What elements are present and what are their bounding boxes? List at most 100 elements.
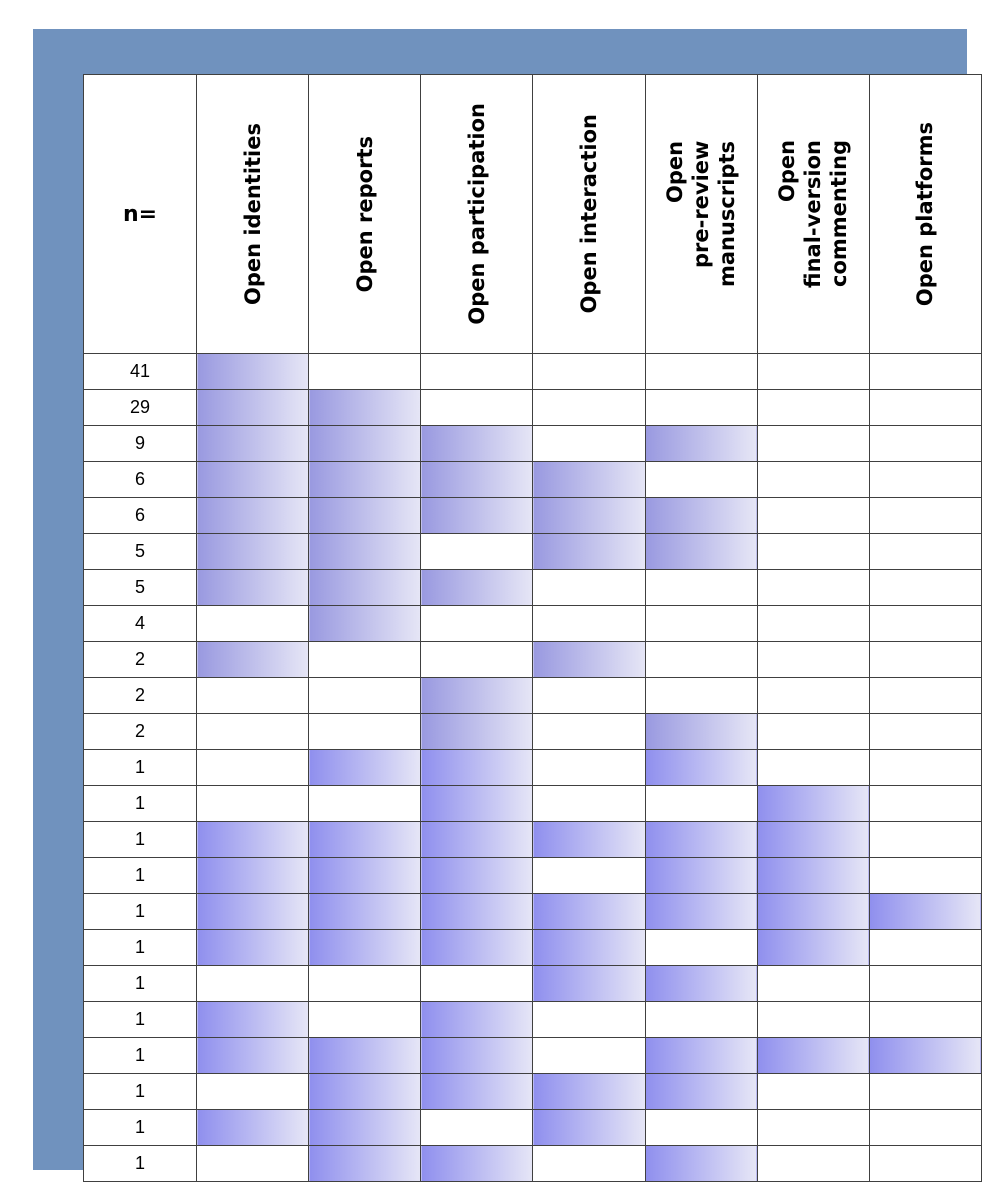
- column-header-open-interaction: Open interaction: [532, 74, 646, 354]
- trait-cell-open-final-version-commenting-absent: [756, 1145, 870, 1182]
- column-header-label: Open participation: [464, 103, 489, 325]
- trait-cell-open-pre-review-manuscripts-absent: [644, 929, 758, 966]
- trait-cell-open-interaction-absent: [532, 749, 646, 786]
- trait-cell-open-reports-absent: [308, 353, 422, 390]
- trait-cell-open-interaction-present: [532, 461, 646, 498]
- trait-cell-open-platforms-absent: [868, 713, 983, 750]
- trait-matrix-table: n= Open identities Open reports Open par…: [82, 74, 983, 1182]
- trait-cell-open-platforms-absent: [868, 749, 983, 786]
- trait-cell-open-platforms-present: [868, 1037, 983, 1074]
- n-count-cell: 1: [82, 1145, 198, 1182]
- trait-cell-open-platforms-absent: [868, 1001, 983, 1038]
- trait-cell-open-identities-present: [196, 641, 310, 678]
- trait-cell-open-interaction-present: [532, 1109, 646, 1146]
- column-header-label: Open interaction: [577, 114, 601, 314]
- n-count-cell: 1: [82, 929, 198, 966]
- trait-cell-open-final-version-commenting-absent: [756, 353, 870, 390]
- trait-cell-open-reports-present: [308, 497, 422, 534]
- trait-cell-open-identities-present: [196, 1109, 310, 1146]
- trait-cell-open-final-version-commenting-absent: [756, 569, 870, 606]
- trait-cell-open-pre-review-manuscripts-present: [644, 713, 758, 750]
- trait-cell-open-identities-absent: [196, 965, 310, 1002]
- trait-cell-open-pre-review-manuscripts-present: [644, 821, 758, 858]
- trait-cell-open-interaction-absent: [532, 605, 646, 642]
- trait-cell-open-identities-absent: [196, 1145, 310, 1182]
- trait-cell-open-interaction-present: [532, 965, 646, 1002]
- trait-cell-open-participation-absent: [420, 533, 534, 570]
- trait-cell-open-reports-present: [308, 569, 422, 606]
- trait-cell-open-pre-review-manuscripts-present: [644, 965, 758, 1002]
- n-count-cell: 6: [82, 497, 198, 534]
- trait-cell-open-participation-present: [420, 1145, 534, 1182]
- trait-cell-open-identities-present: [196, 1001, 310, 1038]
- table-row: 6: [82, 497, 983, 534]
- trait-cell-open-interaction-present: [532, 893, 646, 930]
- trait-cell-open-reports-absent: [308, 965, 422, 1002]
- trait-cell-open-platforms-absent: [868, 1145, 983, 1182]
- n-count-cell: 4: [82, 605, 198, 642]
- trait-cell-open-pre-review-manuscripts-present: [644, 749, 758, 786]
- trait-cell-open-participation-present: [420, 497, 534, 534]
- trait-cell-open-platforms-present: [868, 893, 983, 930]
- trait-cell-open-participation-present: [420, 857, 534, 894]
- trait-cell-open-identities-present: [196, 425, 310, 462]
- table-row: 1: [82, 1001, 983, 1038]
- trait-cell-open-reports-present: [308, 1037, 422, 1074]
- trait-cell-open-participation-present: [420, 1001, 534, 1038]
- trait-cell-open-interaction-absent: [532, 1145, 646, 1182]
- trait-cell-open-identities-present: [196, 569, 310, 606]
- column-header-label: Open final-version commenting: [775, 140, 852, 288]
- trait-cell-open-identities-present: [196, 893, 310, 930]
- trait-cell-open-interaction-absent: [532, 389, 646, 426]
- column-header-label: Open reports: [352, 135, 377, 293]
- trait-cell-open-identities-absent: [196, 749, 310, 786]
- trait-cell-open-identities-present: [196, 461, 310, 498]
- table-body: 41 29 9 6 6 5 5 4 2 2 2 1 1 1 1 1 1 1 1 1 1 1 1: [82, 353, 983, 1182]
- trait-cell-open-participation-present: [420, 461, 534, 498]
- trait-cell-open-platforms-absent: [868, 353, 983, 390]
- trait-cell-open-identities-absent: [196, 677, 310, 714]
- trait-cell-open-platforms-absent: [868, 677, 983, 714]
- trait-cell-open-reports-present: [308, 1073, 422, 1110]
- trait-cell-open-pre-review-manuscripts-present: [644, 893, 758, 930]
- trait-cell-open-pre-review-manuscripts-absent: [644, 389, 758, 426]
- trait-cell-open-pre-review-manuscripts-present: [644, 533, 758, 570]
- column-header-label: Open pre-review manuscripts: [663, 140, 740, 288]
- trait-cell-open-final-version-commenting-present: [756, 1037, 870, 1074]
- trait-cell-open-participation-present: [420, 821, 534, 858]
- table-row: 1: [82, 1109, 983, 1146]
- trait-cell-open-interaction-absent: [532, 713, 646, 750]
- trait-cell-open-reports-present: [308, 929, 422, 966]
- table-row: 5: [82, 569, 983, 606]
- table-row: 1: [82, 1037, 983, 1074]
- trait-cell-open-platforms-absent: [868, 497, 983, 534]
- trait-cell-open-platforms-absent: [868, 389, 983, 426]
- trait-cell-open-final-version-commenting-absent: [756, 605, 870, 642]
- trait-cell-open-reports-present: [308, 605, 422, 642]
- trait-cell-open-pre-review-manuscripts-absent: [644, 641, 758, 678]
- column-header-open-reports: Open reports: [308, 74, 422, 354]
- n-count-cell: 2: [82, 641, 198, 678]
- trait-cell-open-platforms-absent: [868, 1073, 983, 1110]
- trait-cell-open-interaction-absent: [532, 785, 646, 822]
- trait-cell-open-participation-absent: [420, 389, 534, 426]
- trait-cell-open-reports-present: [308, 857, 422, 894]
- trait-cell-open-participation-present: [420, 713, 534, 750]
- trait-cell-open-participation-present: [420, 785, 534, 822]
- trait-cell-open-platforms-absent: [868, 641, 983, 678]
- table-container: n= Open identities Open reports Open par…: [82, 74, 983, 1182]
- trait-cell-open-final-version-commenting-absent: [756, 1001, 870, 1038]
- table-row: 4: [82, 605, 983, 642]
- trait-cell-open-final-version-commenting-present: [756, 785, 870, 822]
- table-row: 2: [82, 677, 983, 714]
- header-row: n= Open identities Open reports Open par…: [82, 74, 983, 354]
- trait-cell-open-identities-present: [196, 857, 310, 894]
- trait-cell-open-interaction-present: [532, 641, 646, 678]
- trait-cell-open-pre-review-manuscripts-absent: [644, 785, 758, 822]
- trait-cell-open-reports-present: [308, 461, 422, 498]
- trait-cell-open-interaction-absent: [532, 1037, 646, 1074]
- trait-cell-open-pre-review-manuscripts-absent: [644, 605, 758, 642]
- trait-cell-open-final-version-commenting-absent: [756, 677, 870, 714]
- table-row: 1: [82, 857, 983, 894]
- n-count-cell: 2: [82, 677, 198, 714]
